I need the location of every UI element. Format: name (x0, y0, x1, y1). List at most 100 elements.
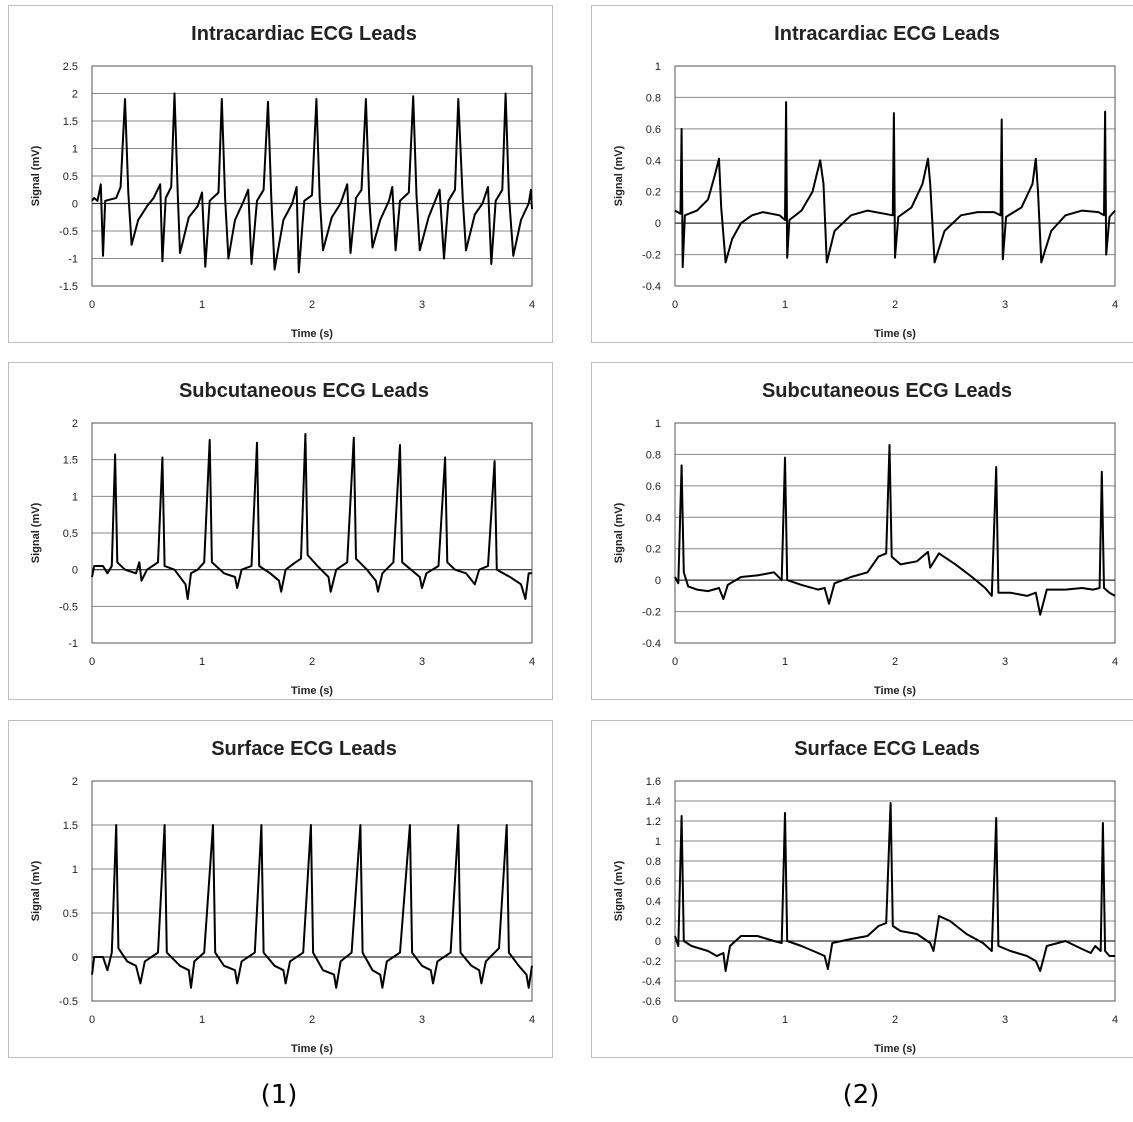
x-tick-label: 1 (199, 299, 205, 311)
x-tick-label: 0 (89, 299, 95, 311)
y-tick-label: -0.4 (642, 281, 661, 293)
ecg-trace-line (91, 433, 532, 600)
y-axis-label: Signal (mV) (30, 502, 42, 563)
y-tick-label: -0.5 (59, 226, 78, 238)
y-tick-label: -0.5 (59, 996, 78, 1008)
ecg-trace-line (91, 92, 533, 274)
y-tick-label: 0.4 (646, 155, 661, 167)
chart-svg: Subcutaneous ECG Leads -0.4 -0.2 0 0.2 0.4 0.6… (613, 380, 1118, 697)
plot-area-frame (674, 422, 1116, 644)
plot-area-frame (91, 422, 533, 644)
y-axis-label: Signal (mV) (30, 860, 42, 921)
y-tick-label: 0.6 (646, 124, 661, 136)
chart-svg: Subcutaneous ECG Leads -1 -0.5 0 0.5 1 1.5 2 0 1 2… (30, 380, 535, 697)
x-tick-label: 3 (1002, 299, 1008, 311)
x-tick-label: 0 (89, 1014, 95, 1026)
y-tick-label: -1 (68, 638, 78, 650)
y-tick-label: -0.4 (642, 976, 661, 988)
y-axis-label: Signal (mV) (30, 145, 42, 206)
x-tick-label: 0 (672, 656, 678, 668)
x-tick-label: 2 (309, 1014, 315, 1026)
y-tick-label: 1 (72, 864, 78, 876)
y-tick-label: 0 (72, 199, 78, 211)
y-tick-label: 0.4 (646, 896, 661, 908)
x-tick-label: 4 (529, 299, 535, 311)
chart-svg: Surface ECG Leads -0.5 0 0.5 1 1.5 2 0 1 2 3 4 Time … (30, 738, 535, 1055)
y-tick-label: 0.8 (646, 92, 661, 104)
x-tick-label: 1 (782, 299, 788, 311)
x-tick-label: 2 (892, 656, 898, 668)
x-tick-label: 2 (892, 1014, 898, 1026)
y-tick-label: 1.5 (63, 116, 78, 128)
y-tick-label: 2 (72, 89, 78, 101)
chart-title: Intracardiac ECG Leads (191, 23, 417, 45)
chart-title: Surface ECG Leads (794, 738, 980, 760)
y-tick-label: 1.4 (646, 796, 661, 808)
x-axis-label: Time (s) (291, 685, 333, 697)
y-tick-label: 0.4 (646, 512, 661, 524)
y-tick-label: 1 (655, 418, 661, 430)
y-tick-label: 0.6 (646, 876, 661, 888)
x-tick-label: 3 (419, 1014, 425, 1026)
x-tick-label: 3 (1002, 1014, 1008, 1026)
y-tick-label: -0.4 (642, 638, 661, 650)
chart-panel-intracardiac-2: Intracardiac ECG Leads -0.4 -0.2 0 0.2 0.4 0.6… (591, 5, 1133, 343)
x-axis-label: Time (s) (874, 1043, 916, 1055)
x-tick-label: 4 (529, 656, 535, 668)
chart-panel-subcutaneous-2: Subcutaneous ECG Leads -0.4 -0.2 0 0.2 0.4 0.6… (591, 362, 1133, 700)
y-tick-label: 1.2 (646, 816, 661, 828)
y-tick-label: 0.5 (63, 171, 78, 183)
plot-area-frame (91, 65, 533, 287)
x-tick-label: 1 (199, 656, 205, 668)
x-tick-label: 0 (89, 656, 95, 668)
plot-area-frame (674, 65, 1116, 287)
x-tick-label: 0 (672, 1014, 678, 1026)
y-tick-label: 0 (655, 936, 661, 948)
y-tick-label: 2 (72, 418, 78, 430)
plot-area-frame (91, 780, 533, 1002)
chart-title: Intracardiac ECG Leads (774, 23, 1000, 45)
y-tick-label: -0.2 (642, 956, 661, 968)
y-tick-label: 0.2 (646, 544, 661, 556)
x-axis-label: Time (s) (291, 1043, 333, 1055)
y-tick-label: 0.8 (646, 856, 661, 868)
y-tick-label: -1 (68, 254, 78, 266)
y-tick-label: 2 (72, 776, 78, 788)
y-tick-label: -1.5 (59, 281, 78, 293)
y-tick-label: 2.5 (63, 61, 78, 73)
chart-panel-intracardiac-1: Intracardiac ECG Leads -1.5 -1 -0.5 0 0.5 1 1.5… (8, 5, 553, 343)
y-tick-label: 0.6 (646, 481, 661, 493)
y-tick-label: 1 (655, 61, 661, 73)
chart-svg: Surface ECG Leads -0.6 -0.4 -0.2 0 0.2 0.4 0.6 0… (613, 738, 1118, 1055)
chart-panel-subcutaneous-1: Subcutaneous ECG Leads -1 -0.5 0 0.5 1 1.5 2 0 1 2… (8, 362, 553, 700)
x-tick-label: 3 (1002, 656, 1008, 668)
y-tick-label: 0 (72, 565, 78, 577)
x-tick-label: 1 (782, 1014, 788, 1026)
x-axis-label: Time (s) (874, 328, 916, 340)
y-tick-label: 0 (72, 952, 78, 964)
x-tick-label: 3 (419, 656, 425, 668)
y-tick-label: 0.5 (63, 908, 78, 920)
y-tick-label: -0.2 (642, 250, 661, 262)
y-tick-label: 1 (655, 836, 661, 848)
y-tick-label: 0.8 (646, 449, 661, 461)
x-tick-label: 2 (309, 299, 315, 311)
y-axis-label: Signal (mV) (613, 502, 625, 563)
x-tick-label: 1 (199, 1014, 205, 1026)
y-tick-label: 0.5 (63, 528, 78, 540)
x-tick-label: 2 (309, 656, 315, 668)
ecg-trace-line (91, 824, 533, 989)
chart-title: Subcutaneous ECG Leads (762, 380, 1012, 402)
chart-panel-surface-1: Surface ECG Leads -0.5 0 0.5 1 1.5 2 0 1 2 3 4 Time … (8, 720, 553, 1058)
x-tick-label: 2 (892, 299, 898, 311)
y-axis-label: Signal (mV) (613, 860, 625, 921)
y-tick-label: 1.6 (646, 776, 661, 788)
chart-title: Surface ECG Leads (211, 738, 397, 760)
chart-svg: Intracardiac ECG Leads -0.4 -0.2 0 0.2 0.4 0.6… (613, 23, 1118, 340)
x-tick-label: 0 (672, 299, 678, 311)
chart-title: Subcutaneous ECG Leads (179, 380, 429, 402)
figure-label-1: (1) (260, 1080, 298, 1110)
y-tick-label: -0.2 (642, 607, 661, 619)
y-tick-label: 1.5 (63, 820, 78, 832)
x-tick-label: 1 (782, 656, 788, 668)
